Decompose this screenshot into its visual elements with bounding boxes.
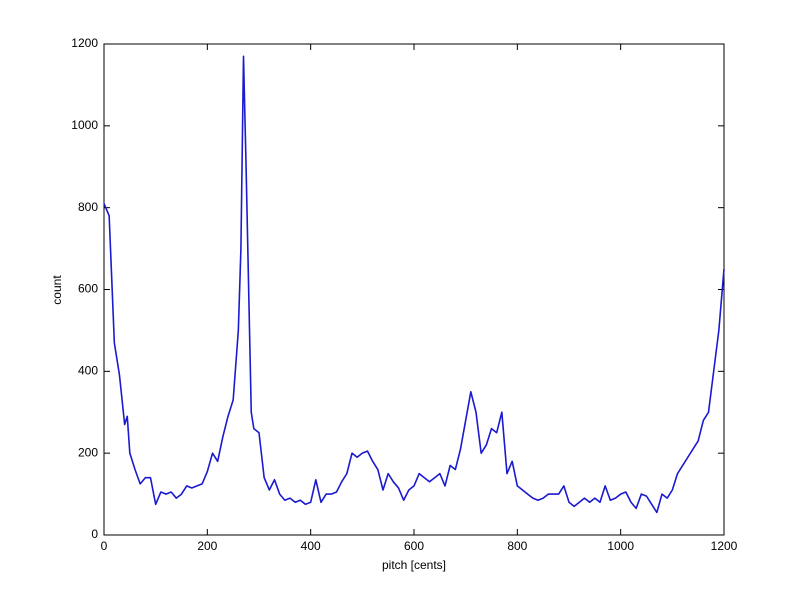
x-axis-label: pitch [cents] <box>382 558 446 572</box>
x-tick-label: 200 <box>197 539 217 553</box>
y-axis-label: count <box>50 275 64 305</box>
x-tick-label: 1200 <box>711 539 738 553</box>
y-tick-label: 200 <box>78 445 98 459</box>
y-tick-label: 1200 <box>71 36 98 50</box>
y-tick-label: 400 <box>78 364 98 378</box>
y-tick-label: 800 <box>78 200 98 214</box>
y-tick-label: 1000 <box>71 118 98 132</box>
x-tick-label: 0 <box>101 539 108 553</box>
y-tick-label: 0 <box>91 527 98 541</box>
x-tick-label: 400 <box>301 539 321 553</box>
y-tick-label: 600 <box>78 282 98 296</box>
plot-frame <box>103 43 725 536</box>
x-tick-label: 1000 <box>607 539 634 553</box>
x-tick-label: 800 <box>507 539 527 553</box>
data-line <box>103 55 725 514</box>
x-tick-label: 600 <box>404 539 424 553</box>
